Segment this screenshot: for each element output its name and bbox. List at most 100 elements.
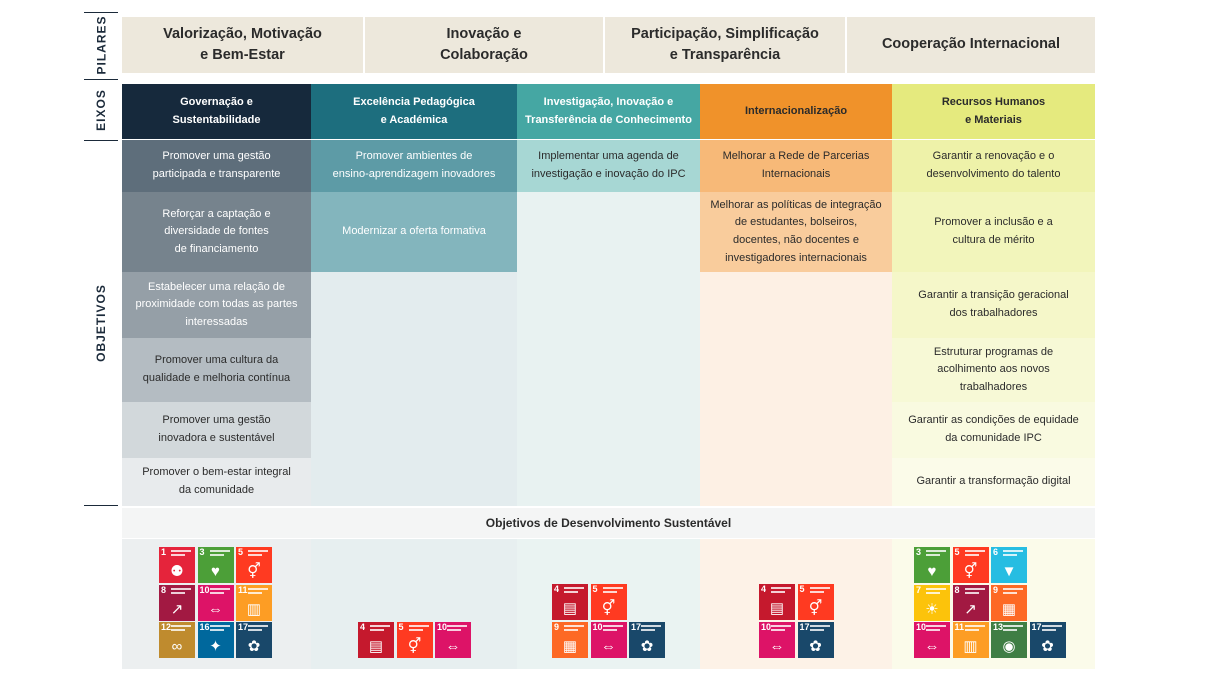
sdg-10-tile: 10 ⇔: [435, 622, 471, 658]
sdg-number: 16: [199, 622, 210, 632]
axis-governacao: Governação e Sustentabilidade: [122, 84, 311, 139]
equality-icon: ⇔: [445, 638, 461, 655]
city-icon: ▥: [963, 638, 978, 655]
sdg-title-line: [964, 625, 985, 627]
divider: [84, 79, 118, 80]
sdg-title-line: [408, 629, 423, 631]
sdg-1-tile: 1 ⚉: [159, 547, 195, 583]
sdg-title-line: [171, 629, 185, 631]
column-bg-investigacao: [517, 140, 700, 506]
people-icon: ⚉: [170, 563, 184, 580]
sdg-title-line: [964, 554, 979, 556]
objective-inv-1: Implementar uma agenda de investigação e …: [517, 140, 700, 192]
sdg-number: 8: [954, 585, 960, 595]
sdg-9-tile: 9 ▦: [991, 585, 1027, 621]
objective-rh-6: Garantir a transformação digital: [892, 458, 1095, 506]
sdg-12-tile: 12 ∞: [159, 622, 195, 658]
sdg-title-line: [209, 592, 224, 594]
equality-icon: ⇔: [769, 638, 785, 655]
pilares-label: PILARES: [94, 15, 109, 75]
sdg-number: 17: [238, 622, 249, 632]
sdg-16-tile: 16 ✦: [197, 622, 234, 658]
heartbeat-icon: ♥: [211, 563, 220, 580]
sdg-title-line: [926, 592, 940, 594]
sdg-title-line: [964, 592, 979, 594]
sdg-5-tile: 5 ⚥: [396, 622, 433, 658]
sdg-title-line: [964, 588, 985, 590]
sdg-title-line: [564, 629, 578, 631]
pillar-inovacao: Inovação e Colaboração: [363, 17, 603, 73]
sdg-number: 4: [554, 584, 560, 594]
sdg-17-tile: 17 ✿: [1029, 622, 1066, 658]
dove-icon: ✦: [209, 638, 222, 655]
sdg-number: 10: [199, 585, 210, 595]
sdg-number: 10: [437, 622, 448, 632]
sdg-5-tile: 5 ⚥: [797, 584, 834, 620]
sdg-title-line: [209, 629, 224, 631]
book-icon: ▤: [368, 638, 384, 655]
objective-exc-2: Modernizar a oferta formativa: [311, 192, 517, 272]
sdg-number: 5: [398, 622, 404, 632]
sdg-title-line: [171, 625, 191, 627]
flower-rings-icon: ✿: [247, 638, 261, 655]
sdg-title-line: [370, 629, 384, 631]
sdg-10-tile: 10 ⇔: [914, 622, 950, 658]
axis-excelencia: Excelência Pedagógica e Académica: [311, 84, 517, 139]
sdg-title-line: [1003, 550, 1023, 552]
gender-icon: ⚥: [601, 600, 616, 617]
sdg-title-line: [771, 591, 785, 593]
sdg-title-line: [809, 625, 830, 627]
sdg-title-line: [564, 591, 578, 593]
flower-rings-icon: ✿: [809, 638, 822, 655]
sdg-number: 11: [954, 622, 965, 632]
sdg-title-line: [248, 550, 268, 552]
objective-gov-6: Promover o bem-estar integral da comunida…: [122, 458, 311, 506]
ods-title: Objetivos de Desenvolvimento Sustentável: [122, 508, 1095, 538]
sdg-number: 17: [799, 622, 810, 632]
objective-gov-3: Estabelecer uma relação de proximidade co…: [122, 272, 311, 338]
sdg-title-line: [809, 591, 824, 593]
sdg-title-line: [447, 629, 461, 631]
sdg-title-line: [171, 588, 191, 590]
growth-chart-icon: ↗: [170, 601, 184, 618]
growth-chart-icon: ↗: [964, 601, 977, 618]
sdg-4-tile: 4 ▤: [552, 584, 588, 620]
cubes-icon: ▦: [1001, 601, 1017, 618]
objective-gov-4: Promover uma cultura da qualidade e melho…: [122, 338, 311, 402]
sdg-17-tile: 17 ✿: [236, 622, 272, 658]
sdg-3-tile: 3 ♥: [197, 547, 234, 583]
sdg-title-line: [809, 629, 824, 631]
infinity-icon: ∞: [171, 638, 183, 655]
sdg-title-line: [1003, 625, 1023, 627]
axis-internacionalizacao: Internacionalização: [700, 84, 892, 139]
sdg-number: 17: [631, 622, 642, 632]
sdg-number: 3: [916, 547, 922, 557]
city-icon: ▥: [246, 601, 262, 618]
sdg-title-line: [926, 554, 940, 556]
sdg-3-tile: 3 ♥: [914, 547, 950, 583]
sdg-number: 4: [360, 622, 366, 632]
objective-gov-1: Promover uma gestão participada e transpa…: [122, 140, 311, 192]
sdg-number: 7: [916, 585, 922, 595]
objetivos-label: OBJETIVOS: [94, 283, 108, 362]
book-icon: ▤: [769, 600, 785, 617]
sdg-17-tile: 17 ✿: [797, 622, 834, 658]
divider: [84, 12, 118, 13]
sdg-title-line: [171, 592, 185, 594]
gender-icon: ⚥: [407, 638, 422, 655]
sdg-number: 10: [761, 622, 772, 632]
sdg-number: 8: [161, 585, 167, 595]
equality-icon: ⇔: [208, 601, 223, 618]
sdg-4-tile: 4 ▤: [358, 622, 394, 658]
sdg-number: 10: [916, 622, 927, 632]
sdg-10-tile: 10 ⇔: [197, 585, 234, 621]
gender-icon: ⚥: [963, 563, 978, 580]
sdg-title-line: [1003, 554, 1017, 556]
sdg-number: 3: [199, 547, 205, 557]
sdg-8-tile: 8 ↗: [952, 585, 989, 621]
sdg-number: 5: [592, 584, 598, 594]
sdg-title-line: [408, 625, 429, 627]
sdg-title-line: [602, 591, 617, 593]
sdg-title-line: [602, 625, 623, 627]
axis-investigacao: Investigação, Inovação e Transferência de…: [517, 84, 700, 139]
